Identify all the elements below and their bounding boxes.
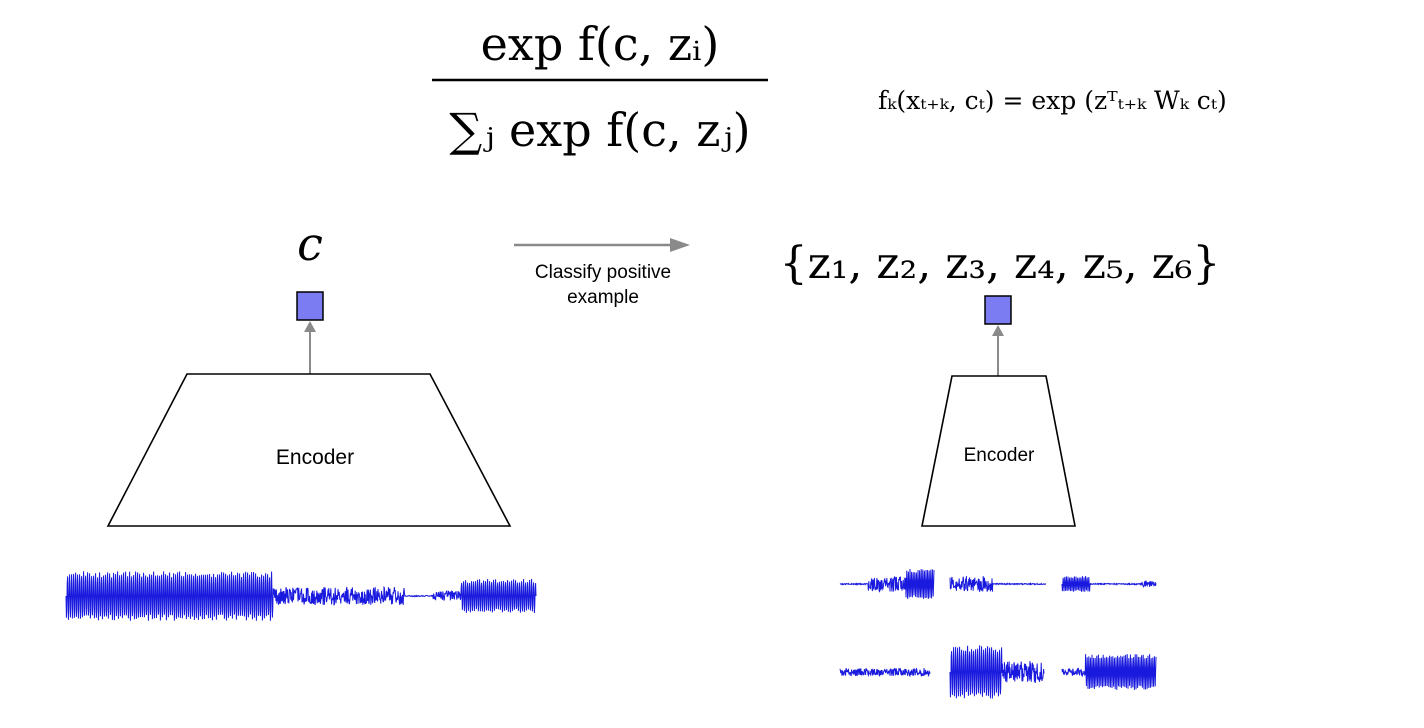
- waveform-trace: [949, 576, 1047, 592]
- context-symbol: c: [297, 217, 323, 271]
- candidate-set-label: {z₁, z₂, z₃, z₄, z₅, z₆}: [780, 238, 1221, 289]
- candidate-encoder-label: Encoder: [964, 445, 1035, 466]
- candidate-waveform-2: [949, 576, 1047, 592]
- candidate-embedding-box: [984, 295, 1012, 325]
- waveform-trace: [1061, 575, 1157, 592]
- context-embedding-box: [296, 291, 324, 321]
- candidate-up-arrow-head: [992, 325, 1004, 336]
- context-encoder-trapezoid: [106, 373, 512, 527]
- waveform-trace: [839, 667, 931, 677]
- waveform-trace: [949, 645, 1045, 699]
- waveform-trace: [65, 571, 537, 621]
- context-up-arrow-head: [304, 321, 316, 332]
- arrow-label-line1: Classify positive: [535, 262, 671, 283]
- waveform-trace: [839, 568, 935, 599]
- context-waveform: [65, 571, 537, 621]
- candidate-waveform-5: [949, 645, 1045, 699]
- softmax-numerator: exp f(c, zᵢ): [481, 17, 720, 71]
- arrow-label-line2: example: [567, 287, 639, 308]
- candidate-waveform-1: [839, 568, 935, 599]
- candidate-encoder-trapezoid: [921, 375, 1076, 527]
- softmax-denominator: ∑ⱼ exp f(c, zⱼ): [449, 103, 750, 157]
- softmax-formula: exp f(c, zᵢ) ∑ⱼ exp f(c, zⱼ): [432, 17, 768, 157]
- candidate-waveform-4: [839, 667, 931, 677]
- candidate-waveform-6: [1061, 654, 1157, 690]
- classify-arrow-head: [670, 238, 690, 252]
- context-encoder-label: Encoder: [276, 446, 354, 469]
- candidate-waveform-3: [1061, 575, 1157, 592]
- waveform-trace: [1061, 654, 1157, 690]
- score-function-formula: fₖ(xₜ₊ₖ, cₜ) = exp (zᵀₜ₊ₖ Wₖ cₜ): [878, 86, 1227, 115]
